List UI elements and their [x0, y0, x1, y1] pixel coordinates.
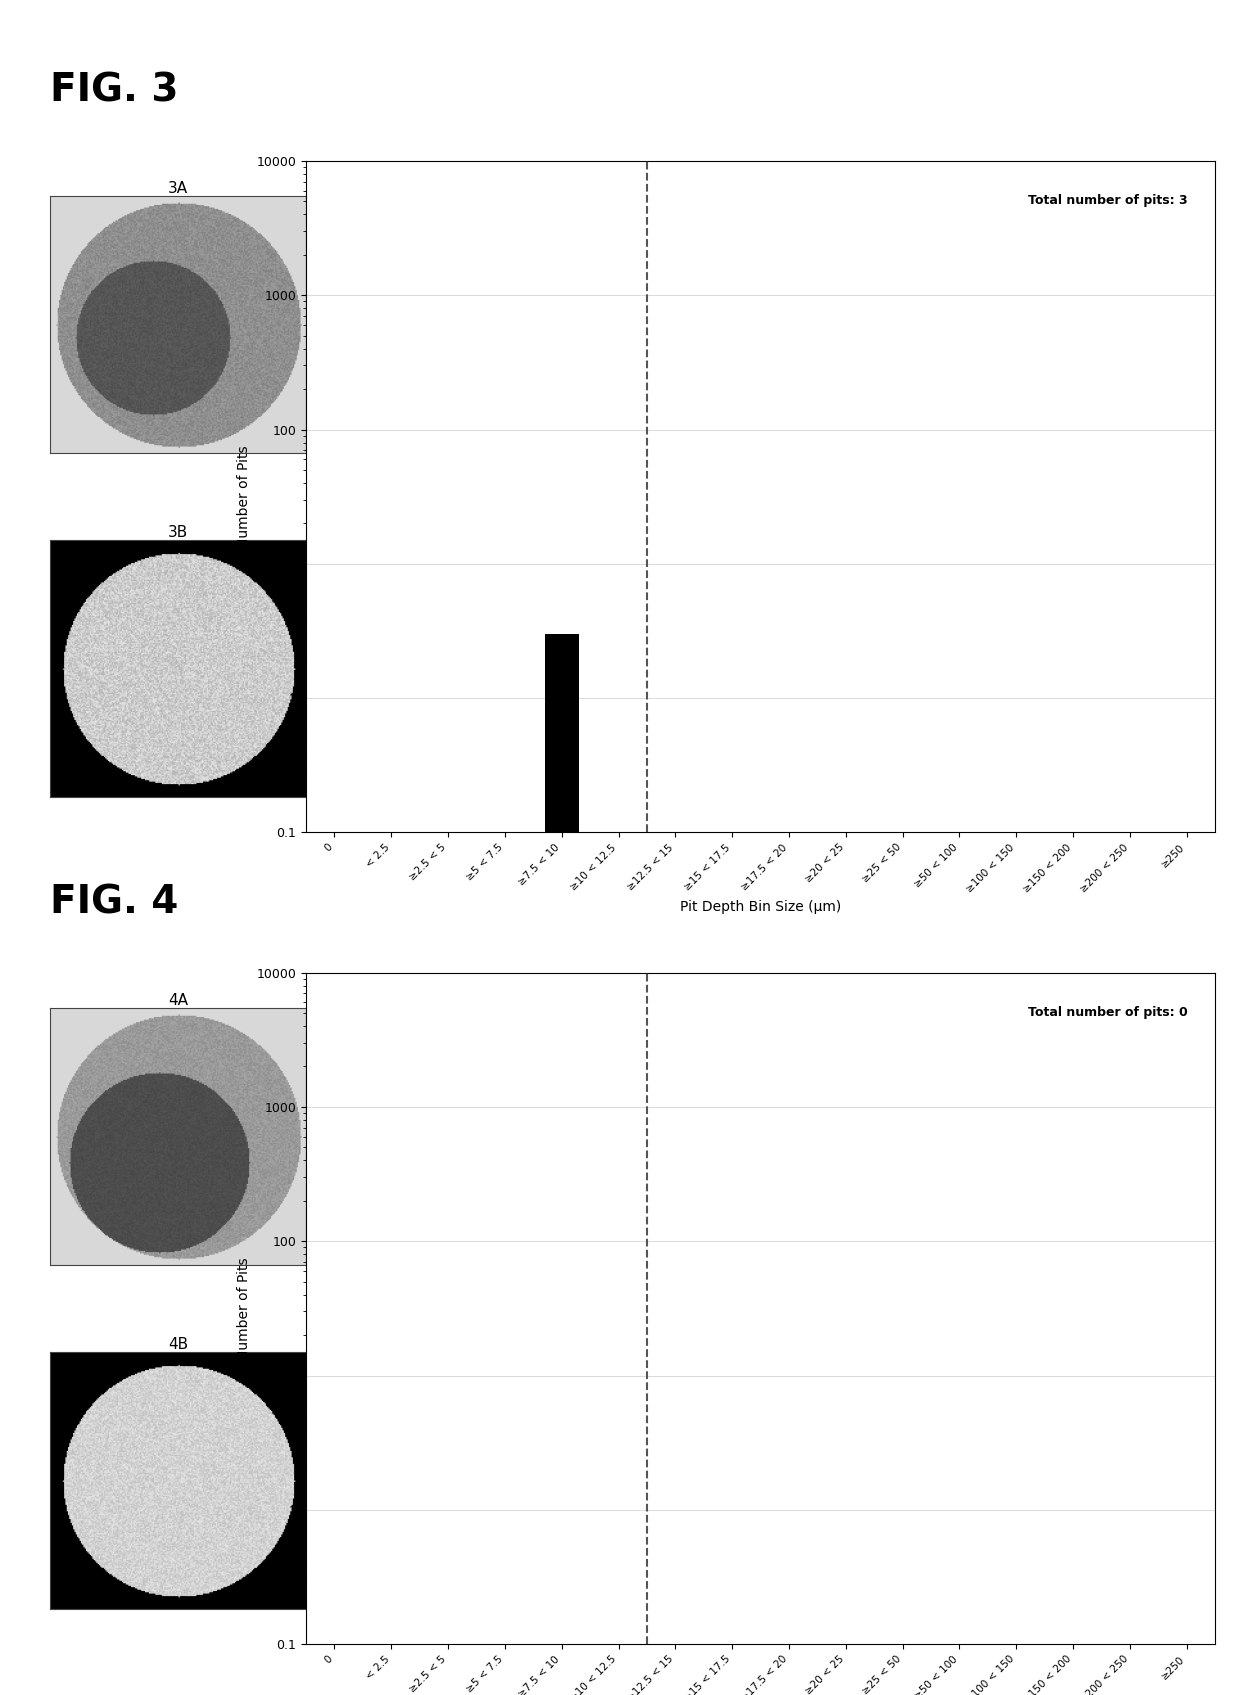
Title: 3B: 3B	[167, 525, 188, 541]
X-axis label: Pit Depth Bin Size (μm): Pit Depth Bin Size (μm)	[680, 900, 841, 914]
Text: Total number of pits: 0: Total number of pits: 0	[1028, 1007, 1188, 1019]
Text: Total number of pits: 3: Total number of pits: 3	[1028, 195, 1188, 207]
Text: FIG. 3: FIG. 3	[50, 71, 179, 110]
Text: FIG. 4: FIG. 4	[50, 883, 179, 922]
Title: 3A: 3A	[167, 181, 188, 197]
Y-axis label: Number of Pits: Number of Pits	[237, 446, 250, 547]
Bar	[544, 634, 579, 1695]
Title: 4A: 4A	[167, 993, 187, 1009]
Y-axis label: Number of Pits: Number of Pits	[237, 1258, 250, 1359]
Title: 4B: 4B	[167, 1337, 188, 1353]
